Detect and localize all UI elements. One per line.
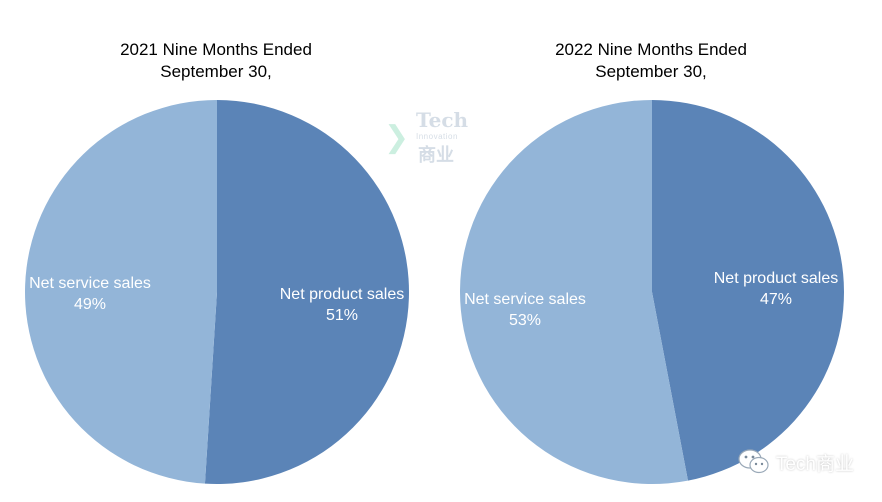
slice-percent-1-1: 53%	[509, 312, 541, 329]
chart-title-2022-line2: September 30,	[595, 62, 707, 81]
chart-title-2022: 2022 Nine Months Ended September 30,	[501, 39, 801, 83]
pie-slice-0-1	[25, 100, 217, 484]
pie-chart-0: Net product sales 51% Net service sales 49%	[25, 100, 410, 484]
watermark-cn: 商业	[418, 145, 454, 166]
wechat-icon	[738, 449, 769, 474]
brand-badge: Tech商业	[738, 448, 854, 476]
slice-label-1-1: Net service sales	[464, 291, 586, 308]
chart-title-2022-line1: 2022 Nine Months Ended	[555, 40, 747, 59]
brand-label: Tech商业	[775, 453, 854, 475]
slice-label-0-1: Net service sales	[29, 275, 151, 292]
slice-percent-0-0: 51%	[326, 307, 358, 324]
pie-slice-0-0	[204, 100, 410, 484]
pie-slice-1-1	[460, 100, 688, 484]
slice-percent-1-0: 47%	[760, 291, 792, 308]
watermark-chevron-icon: ❯	[384, 120, 410, 155]
slice-percent-0-1: 49%	[74, 296, 106, 313]
watermark-logo: ❯ Tech Innovation 商业	[384, 108, 484, 168]
watermark-sub: Innovation	[416, 132, 458, 141]
chart-title-2021: 2021 Nine Months Ended September 30,	[66, 39, 366, 83]
slice-label-1-0: Net product sales	[714, 270, 839, 287]
slice-label-0-0: Net product sales	[280, 286, 405, 303]
watermark-word: Tech	[416, 108, 469, 132]
chart-title-2021-line2: September 30,	[160, 62, 272, 81]
pie-chart-1: Net product sales 47% Net service sales 53%	[460, 100, 845, 484]
pie-slice-1-0	[652, 100, 845, 481]
chart-title-2021-line1: 2021 Nine Months Ended	[120, 40, 312, 59]
